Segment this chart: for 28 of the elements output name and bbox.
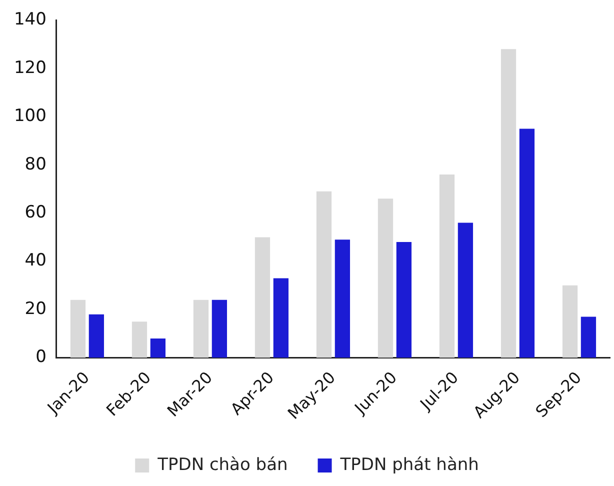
bar bbox=[519, 128, 535, 358]
legend-label: TPDN chào bán bbox=[156, 454, 288, 475]
bar bbox=[334, 240, 350, 358]
y-tick-label: 80 bbox=[24, 154, 46, 174]
bar bbox=[316, 191, 332, 358]
bar bbox=[458, 222, 474, 358]
bar bbox=[193, 300, 209, 358]
y-tick-label: 100 bbox=[14, 106, 46, 126]
bar bbox=[396, 242, 412, 358]
bar bbox=[500, 49, 516, 358]
bar bbox=[88, 314, 104, 358]
y-tick-label: 60 bbox=[24, 202, 46, 223]
bar bbox=[212, 300, 228, 358]
bar bbox=[562, 285, 578, 358]
y-tick-label: 20 bbox=[24, 298, 46, 319]
bar bbox=[580, 316, 596, 358]
bar bbox=[70, 300, 86, 358]
bar bbox=[439, 174, 455, 358]
y-tick-label: 120 bbox=[14, 58, 46, 78]
bar bbox=[132, 322, 148, 358]
bar bbox=[378, 198, 394, 358]
legend-label: TPDN phát hành bbox=[339, 454, 479, 475]
y-tick-label: 40 bbox=[24, 250, 46, 271]
y-tick-label: 0 bbox=[36, 347, 46, 368]
y-tick-label: 140 bbox=[14, 10, 46, 30]
bar bbox=[150, 338, 166, 358]
bar bbox=[254, 237, 270, 358]
bar bbox=[273, 278, 289, 358]
